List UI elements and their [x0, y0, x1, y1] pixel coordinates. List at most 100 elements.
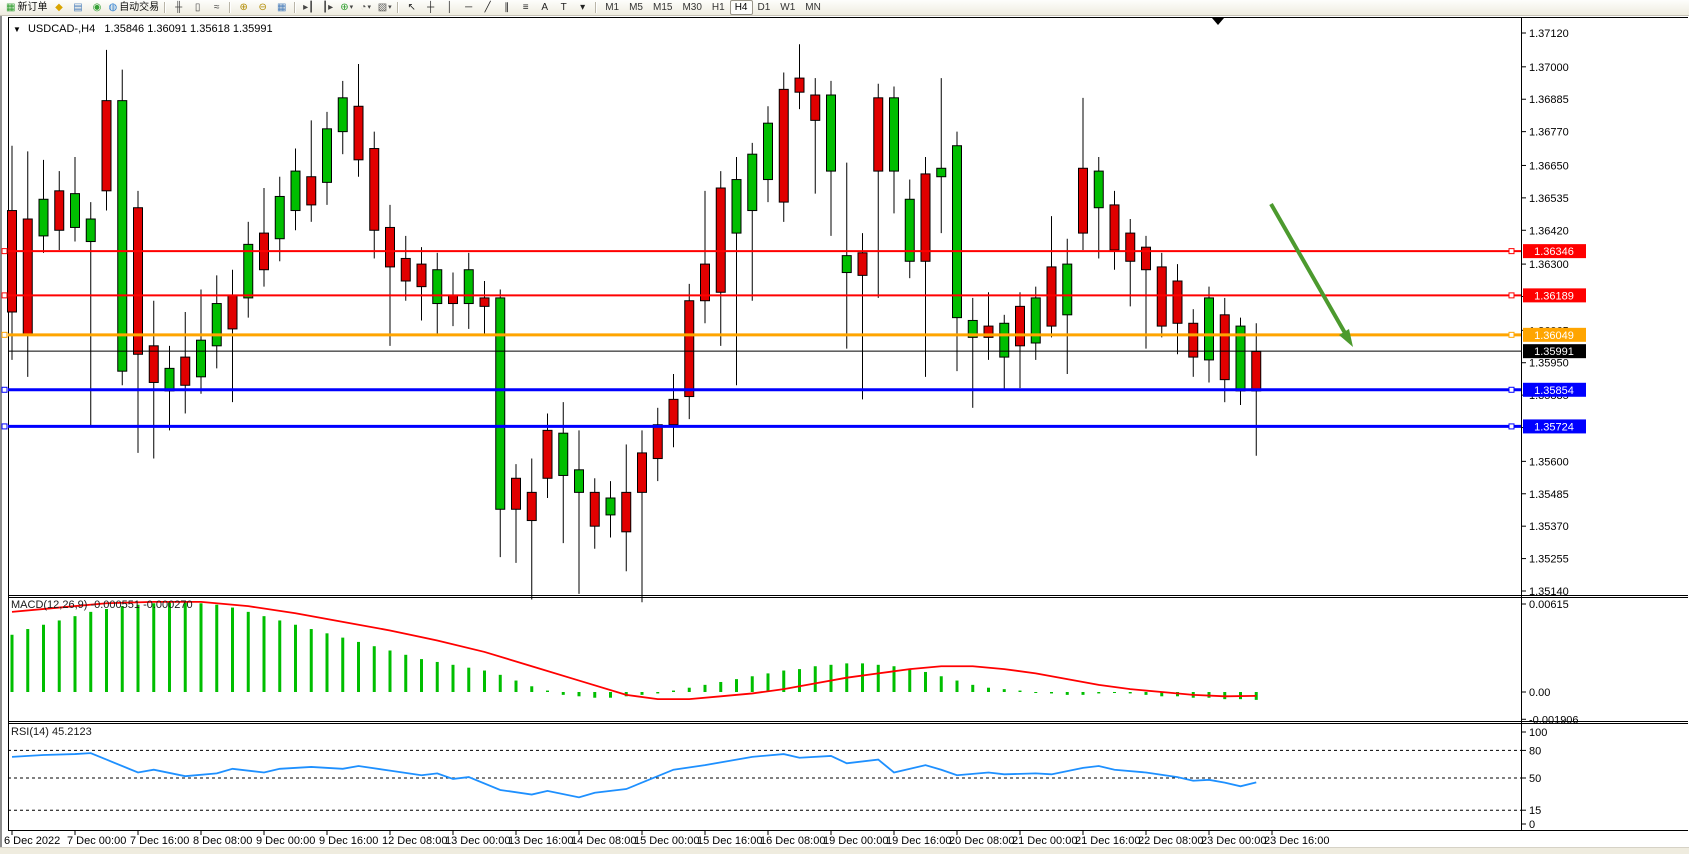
candlestick-chart-button[interactable]: ▯ [188, 1, 207, 15]
macd-histogram-bar [514, 680, 518, 692]
trendline-button[interactable]: ╱ [478, 1, 497, 15]
equidistant-channel-button[interactable]: ∥ [497, 1, 516, 15]
fibonacci-icon: ≡ [522, 1, 529, 13]
timeframe-d1-button[interactable]: D1 [757, 2, 771, 13]
macd-histogram-bar [735, 679, 738, 692]
candle [684, 300, 695, 398]
navigator-button[interactable]: ◉ [87, 1, 106, 15]
price-level-handle[interactable] [1, 248, 8, 255]
macd-histogram-bar [1018, 690, 1022, 692]
time-tick-label: 22 Dec 08:00 [1138, 835, 1203, 847]
macd-histogram-bar [105, 609, 108, 692]
price-level-handle[interactable] [1508, 386, 1515, 393]
price-marker-label-bg [1523, 382, 1586, 397]
autotrading-button[interactable]: ◍ 自动交易 [106, 1, 161, 15]
macd-histogram-bar [876, 664, 880, 692]
periods-button[interactable]: ◔ ▾ [356, 1, 375, 15]
macd-histogram-bar [435, 661, 439, 692]
candle [463, 269, 474, 305]
trend-arrow-head[interactable] [1339, 329, 1353, 347]
price-level-handle[interactable] [1, 386, 8, 393]
line-chart-button[interactable]: ≈ [207, 1, 226, 15]
price-marker-label: 1.35991 [1534, 346, 1574, 358]
crosshair-button[interactable]: ┼ [421, 1, 440, 15]
zoom-out-button[interactable]: ⊖ [253, 1, 272, 15]
vertical-line-button[interactable]: │ [440, 1, 459, 15]
bar-chart-button[interactable]: ╫ [169, 1, 188, 15]
timeframe-h4-button[interactable]: H4 [729, 0, 753, 15]
macd-histogram-bar [152, 603, 156, 692]
macd-histogram-bar [955, 680, 959, 692]
price-level-handle[interactable] [1508, 292, 1515, 299]
rsi-indicator-label: RSI(14) 45.2123 [11, 726, 92, 738]
candle [1204, 297, 1214, 361]
chart-shift-icon: ┃▸ [322, 1, 334, 13]
candle [306, 176, 317, 206]
macd-histogram-bar [719, 681, 723, 692]
market-watch-button[interactable]: ◆ [49, 1, 68, 15]
timeframe-m1-button[interactable]: M1 [605, 2, 620, 13]
fibonacci-button[interactable]: ≡ [516, 1, 535, 15]
new-order-button[interactable]: ▦ 新订单 [4, 1, 49, 15]
symbol-period-label: USDCAD-,H4 [27, 23, 96, 35]
timeframe-m30-button[interactable]: M30 [682, 2, 702, 13]
time-tick-label: 7 Dec 16:00 [130, 835, 189, 847]
toolbar-separator [164, 2, 167, 13]
chart-menu-icon[interactable]: ▼ [13, 25, 21, 34]
tile-windows-button[interactable]: ▦ [272, 1, 291, 15]
timeframe-m15-button[interactable]: M15 [653, 2, 673, 13]
macd-histogram-bar [136, 604, 140, 692]
window-bottom-strip [0, 847, 1689, 854]
timeframe-m5-button[interactable]: M5 [629, 2, 643, 13]
time-tick-label: 23 Dec 16:00 [1264, 835, 1329, 847]
price-level-handle[interactable] [1508, 331, 1515, 338]
horizontal-line-button[interactable]: ─ [459, 1, 478, 15]
rsi-tick-label: 0 [1529, 819, 1535, 831]
price-level-handle[interactable] [1508, 423, 1515, 430]
shapes-button[interactable]: ▾ [573, 1, 592, 15]
zoom-in-button[interactable]: ⊕ [234, 1, 253, 15]
candle [369, 148, 380, 231]
cursor-button[interactable]: ↖ [402, 1, 421, 15]
indicators-button[interactable]: ⊕ ▾ [337, 1, 356, 15]
macd-histogram-bar [498, 674, 502, 692]
equidistant-channel-icon: ∥ [504, 1, 510, 13]
chart-shift-marker-icon[interactable] [1212, 18, 1224, 25]
timeframe-h1-button[interactable]: H1 [711, 2, 725, 13]
macd-histogram-bar [231, 607, 234, 692]
candle [1078, 167, 1088, 234]
candle [1141, 246, 1151, 271]
macd-histogram-bar [908, 669, 912, 692]
macd-histogram-bar [640, 692, 644, 695]
auto-scroll-button[interactable]: ▸┃ [299, 1, 318, 15]
price-level-handle[interactable] [1, 423, 8, 430]
price-level-handle[interactable] [1508, 248, 1515, 255]
data-window-button[interactable]: ▤ [68, 1, 87, 15]
macd-histogram-bar [672, 690, 675, 692]
macd-signal-line [11, 600, 1257, 701]
autotrading-button-label: 自动交易 [119, 1, 160, 13]
text-label-button[interactable]: T [554, 1, 573, 15]
price-tick-label: 1.35140 [1529, 586, 1569, 598]
timeframe-w1-button[interactable]: W1 [780, 2, 796, 13]
candle [574, 469, 584, 493]
chart-shift-button[interactable]: ┃▸ [318, 1, 337, 15]
price-level-handle[interactable] [1, 292, 8, 299]
price-tick-label: 1.36535 [1529, 193, 1569, 205]
price-level-handle[interactable] [1, 331, 8, 338]
macd-histogram-bar [1128, 692, 1132, 694]
trend-arrow[interactable] [1269, 203, 1347, 334]
candle [196, 339, 206, 378]
templates-button[interactable]: ▧ ▾ [375, 1, 394, 15]
time-tick-label: 19 Dec 00:00 [823, 835, 888, 847]
candle [778, 88, 789, 203]
price-tick-label: 1.36300 [1529, 259, 1569, 271]
chevron-down-icon: ▾ [367, 3, 371, 11]
candle [936, 167, 947, 178]
candle [605, 497, 616, 516]
timeframe-mn-button[interactable]: MN [805, 2, 821, 13]
macd-histogram-bar [73, 616, 77, 692]
text-button[interactable]: A [535, 1, 554, 15]
